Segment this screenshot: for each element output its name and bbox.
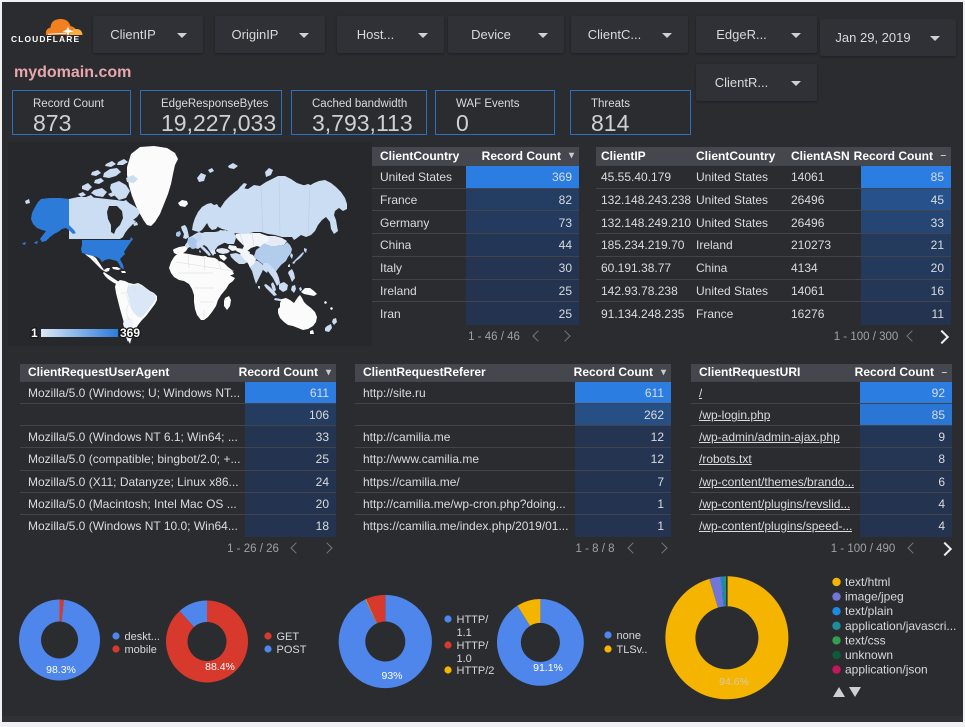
svg-text:94.6%: 94.6% <box>719 676 749 688</box>
svg-text:text/plain: text/plain <box>845 604 893 618</box>
svg-text:HTTP/: HTTP/ <box>457 614 490 626</box>
svg-text:POST: POST <box>277 644 307 656</box>
svg-text:HTTP/2: HTTP/2 <box>457 665 495 677</box>
svg-text:88.4%: 88.4% <box>205 661 235 673</box>
svg-text:application/javascri...: application/javascri... <box>845 619 956 633</box>
svg-text:369: 369 <box>120 326 140 340</box>
svg-text:1.1: 1.1 <box>457 627 472 639</box>
svg-text:1.0: 1.0 <box>457 653 472 665</box>
svg-text:mobile: mobile <box>125 644 157 656</box>
svg-text:text/html: text/html <box>845 575 890 589</box>
svg-text:deskt...: deskt... <box>125 631 160 643</box>
svg-text:application/json: application/json <box>845 663 928 677</box>
svg-text:GET: GET <box>277 631 300 643</box>
svg-text:none: none <box>617 630 641 642</box>
svg-text:TLSv..: TLSv.. <box>617 644 648 656</box>
svg-text:HTTP/: HTTP/ <box>457 640 490 652</box>
svg-text:CLOUDFLARE: CLOUDFLARE <box>11 34 80 44</box>
svg-text:93%: 93% <box>381 670 402 682</box>
svg-text:98.3%: 98.3% <box>46 664 76 676</box>
svg-text:text/css: text/css <box>845 633 886 647</box>
svg-text:91.1%: 91.1% <box>533 662 563 674</box>
svg-text:image/jpeg: image/jpeg <box>845 590 904 604</box>
svg-text:1: 1 <box>31 326 38 340</box>
svg-text:unknown: unknown <box>845 648 893 662</box>
